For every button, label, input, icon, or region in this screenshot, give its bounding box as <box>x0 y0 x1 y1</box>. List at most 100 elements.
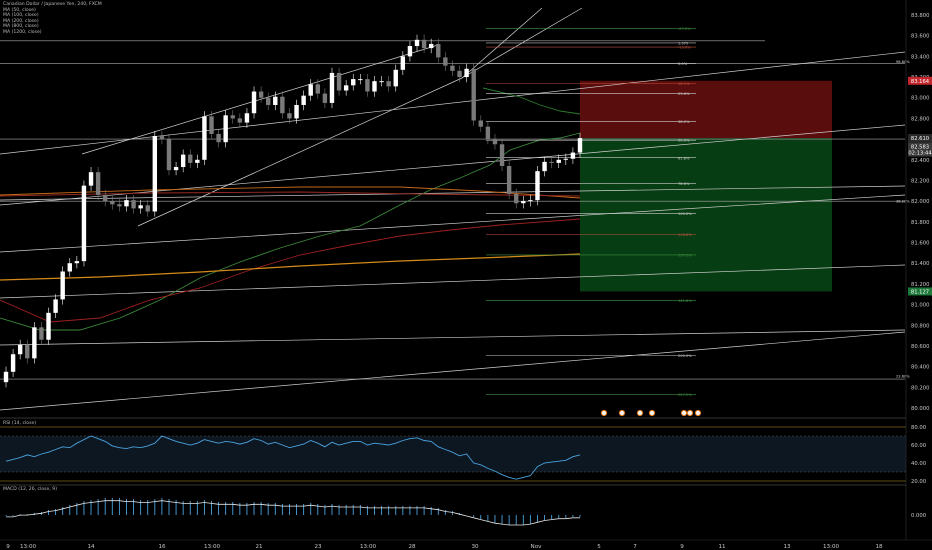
candle-body[interactable] <box>216 133 221 143</box>
legend-ma1200[interactable]: MA (1200, close) <box>3 29 42 35</box>
ma-50-upper-line[interactable] <box>482 87 581 115</box>
trend-line[interactable] <box>0 264 906 299</box>
candle-body[interactable] <box>358 79 363 81</box>
candle-body[interactable] <box>308 84 313 96</box>
candle-body[interactable] <box>46 312 51 340</box>
candle-body[interactable] <box>450 65 455 71</box>
legend-ma100[interactable]: MA (100, close) <box>3 13 39 19</box>
candle-body[interactable] <box>407 46 413 57</box>
candle-body[interactable] <box>393 69 398 87</box>
candle-body[interactable] <box>351 79 356 86</box>
macd-signal-line[interactable] <box>6 500 580 526</box>
candle-body[interactable] <box>343 85 349 91</box>
candle-body[interactable] <box>514 193 519 204</box>
trend-line[interactable] <box>0 51 906 155</box>
economic-event-marker[interactable] <box>600 409 608 417</box>
candle-body[interactable] <box>436 43 441 58</box>
rsi-line[interactable] <box>5 435 581 480</box>
candle-body[interactable] <box>400 56 406 70</box>
candle-body[interactable] <box>577 138 583 153</box>
candle-body[interactable] <box>173 167 179 171</box>
candle-body[interactable] <box>152 136 158 212</box>
candle-body[interactable] <box>535 171 540 201</box>
candle-body[interactable] <box>81 185 87 262</box>
candle-body[interactable] <box>265 97 271 105</box>
candle-body[interactable] <box>145 205 150 212</box>
ma-50-line[interactable] <box>0 132 581 331</box>
candle-body[interactable] <box>280 96 285 114</box>
candle-body[interactable] <box>428 43 434 49</box>
candle-body[interactable] <box>315 84 321 94</box>
candle-body[interactable] <box>117 204 122 207</box>
candle-body[interactable] <box>32 327 37 359</box>
ma-200-line[interactable] <box>0 253 581 281</box>
candle-body[interactable] <box>67 263 72 272</box>
candle-body[interactable] <box>237 118 243 123</box>
candle-body[interactable] <box>110 201 115 205</box>
candle-body[interactable] <box>570 152 576 159</box>
candle-body[interactable] <box>499 144 505 166</box>
candle-body[interactable] <box>414 39 420 47</box>
economic-event-marker[interactable] <box>648 409 656 417</box>
rsi-label[interactable]: RSI (14, close) <box>3 421 37 426</box>
ma-100-line[interactable] <box>0 218 581 323</box>
candle-body[interactable] <box>379 81 384 83</box>
candle-body[interactable] <box>471 68 476 121</box>
candle-body[interactable] <box>180 154 186 168</box>
candle-body[interactable] <box>421 39 427 49</box>
economic-event-marker[interactable] <box>618 409 626 417</box>
take-profit-zone[interactable] <box>580 138 832 292</box>
candle-body[interactable] <box>60 271 65 300</box>
candle-body[interactable] <box>258 91 264 98</box>
trend-line[interactable] <box>0 329 906 346</box>
candle-body[interactable] <box>124 200 129 207</box>
economic-event-marker[interactable] <box>694 409 702 417</box>
candle-body[interactable] <box>294 104 299 119</box>
candle-body[interactable] <box>273 96 278 105</box>
candle-body[interactable] <box>10 354 16 372</box>
candle-body[interactable] <box>506 165 512 194</box>
candle-body[interactable] <box>74 261 80 264</box>
candle-body[interactable] <box>95 172 101 195</box>
candle-body[interactable] <box>478 120 483 127</box>
candle-body[interactable] <box>287 113 292 119</box>
candle-body[interactable] <box>485 126 491 140</box>
legend-ma800[interactable]: MA (800, close) <box>3 24 39 30</box>
candle-body[interactable] <box>88 172 94 186</box>
candle-body[interactable] <box>301 95 306 105</box>
trend-line[interactable] <box>0 194 906 253</box>
candle-body[interactable] <box>386 81 391 87</box>
trend-line[interactable] <box>0 124 906 206</box>
candle-body[interactable] <box>195 159 200 163</box>
economic-event-marker[interactable] <box>636 409 644 417</box>
candle-body[interactable] <box>202 116 207 160</box>
candle-body[interactable] <box>322 93 328 103</box>
candle-body[interactable] <box>336 72 342 91</box>
candle-body[interactable] <box>492 139 498 145</box>
ma-800-line[interactable] <box>0 186 581 199</box>
trend-line[interactable] <box>137 77 463 227</box>
candle-body[interactable] <box>209 116 214 134</box>
stop-loss-zone[interactable] <box>580 80 832 139</box>
candle-body[interactable] <box>556 159 561 163</box>
candle-body[interactable] <box>53 299 58 313</box>
candle-body[interactable] <box>103 194 108 202</box>
economic-event-marker[interactable] <box>686 409 694 417</box>
legend-ma200[interactable]: MA (200, close) <box>3 18 39 24</box>
candle-body[interactable] <box>528 200 533 202</box>
candle-body[interactable] <box>17 344 23 355</box>
trend-line[interactable] <box>0 185 906 201</box>
trend-line[interactable] <box>81 44 439 155</box>
candle-body[interactable] <box>464 68 469 78</box>
candle-body[interactable] <box>329 72 335 103</box>
trend-line[interactable] <box>0 331 906 411</box>
candle-body[interactable] <box>188 154 193 163</box>
candle-body[interactable] <box>159 136 165 140</box>
candle-body[interactable] <box>223 115 228 143</box>
candle-body[interactable] <box>3 371 9 383</box>
candle-body[interactable] <box>230 115 235 119</box>
candle-body[interactable] <box>549 161 554 163</box>
candle-body[interactable] <box>166 139 172 171</box>
candle-body[interactable] <box>542 161 547 172</box>
